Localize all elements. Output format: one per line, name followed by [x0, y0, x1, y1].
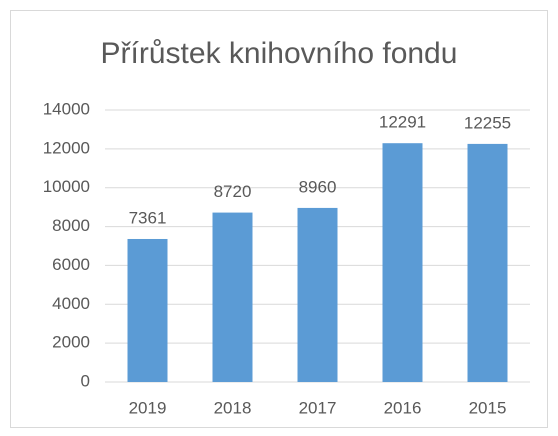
x-tick-label: 2018	[214, 398, 252, 417]
y-tick-label: 4000	[52, 294, 90, 313]
y-tick-label: 10000	[43, 177, 90, 196]
x-tick-label: 2016	[384, 398, 422, 417]
data-label: 8960	[299, 177, 337, 196]
y-tick-label: 14000	[43, 99, 90, 118]
x-tick-label: 2017	[299, 398, 337, 417]
bar	[212, 212, 253, 382]
y-tick-label: 2000	[52, 333, 90, 352]
bar	[467, 143, 508, 382]
x-tick-label: 2015	[469, 398, 507, 417]
y-tick-label: 12000	[43, 138, 90, 157]
data-label: 8720	[214, 182, 252, 201]
x-tick-label: 2019	[129, 398, 167, 417]
y-tick-label: 0	[81, 371, 90, 390]
bar	[382, 143, 423, 382]
y-tick-label: 8000	[52, 216, 90, 235]
chart-title: Přírůstek knihovního fondu	[101, 37, 458, 70]
chart-frame	[10, 10, 548, 428]
y-tick-label: 6000	[52, 255, 90, 274]
data-label: 12255	[464, 113, 511, 132]
data-label: 7361	[129, 208, 167, 227]
bar	[297, 207, 338, 382]
data-label: 12291	[379, 113, 426, 132]
bar	[127, 238, 168, 382]
